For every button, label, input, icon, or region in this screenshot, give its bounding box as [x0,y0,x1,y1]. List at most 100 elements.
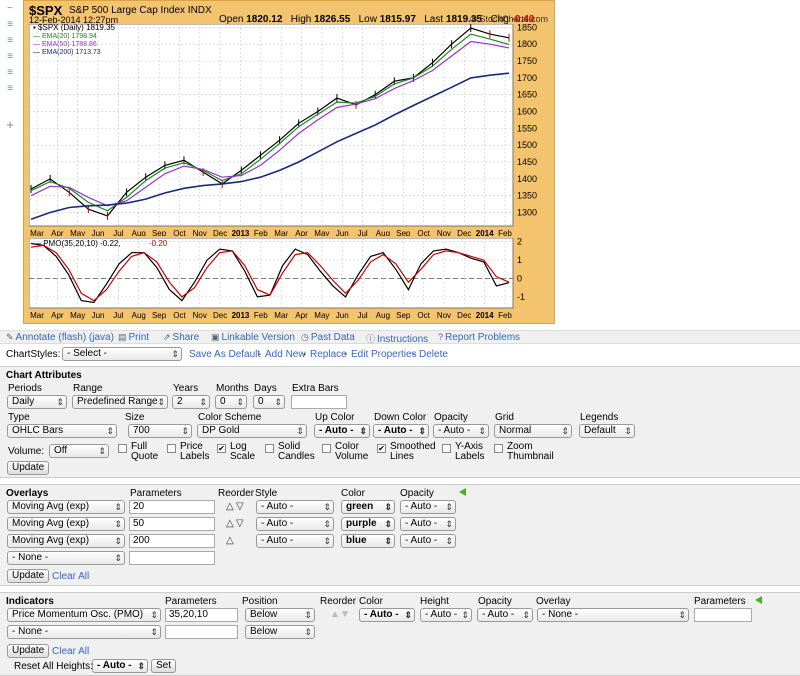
reset-heights-select[interactable]: - Auto - [92,659,148,673]
overlay-style-select[interactable]: - Auto - [256,500,334,514]
reorder-up-icon[interactable]: ▲ [330,609,340,620]
y-tick-label: 0 [517,274,522,284]
type-select[interactable]: OHLC Bars [7,424,117,438]
edit-properties-link[interactable]: Edit Properties [351,349,417,360]
indicator-params-input[interactable] [165,625,238,639]
list-icon[interactable]: ≡ [7,67,13,78]
overlay-style-select[interactable]: - Auto - [256,534,334,548]
attributes-update-button[interactable]: Update [7,461,50,475]
indicator-type-select[interactable]: - None - [7,625,161,639]
down-color-select[interactable]: - Auto - [373,424,429,438]
indicator-color-select[interactable]: - Auto - [359,608,415,622]
color-scheme-select[interactable]: DP Gold [197,424,307,438]
indicator-overlay-params-input[interactable] [694,608,752,622]
x-tick-label: Jun [92,229,105,236]
extra-bars-input[interactable] [291,395,347,409]
overlay-color-select[interactable]: blue [341,534,395,548]
color-volume-checkbox[interactable] [322,444,331,453]
print-link[interactable]: ▤ Print [118,332,150,343]
full-quote-checkbox[interactable] [118,444,127,453]
overlay-opacity-select[interactable]: - Auto - [400,500,456,514]
add-new-link[interactable]: Add New [265,349,306,360]
overlays-clear-all-link[interactable]: Clear All [52,571,90,582]
zoom-thumbnail-checkbox[interactable] [494,444,503,453]
overlay-params-input[interactable] [129,551,215,565]
x-tick-label: Nov [193,311,207,320]
years-select[interactable]: 2 [172,395,210,409]
overlay-type-select[interactable]: Moving Avg (exp) [7,500,125,514]
share-link[interactable]: ⇗ Share [163,332,200,343]
save-default-link[interactable]: Save As Default [189,349,261,360]
indicator-overlay-select[interactable]: - None - [537,608,689,622]
x-tick-label: Mar [30,311,44,320]
y-tick-label: 1300 [517,208,537,218]
solid-candles-checkbox[interactable] [265,444,274,453]
indicator-position-select[interactable]: Below [245,608,315,622]
collapse-icon[interactable] [755,596,762,604]
report-link[interactable]: ? Report Problems [438,332,521,343]
list-icon[interactable]: ≡ [7,35,13,46]
minus-icon[interactable]: − [7,3,13,14]
x-tick-label: Dec [213,229,227,236]
months-select[interactable]: 0 [215,395,247,409]
price-labels-checkbox[interactable] [167,444,176,453]
legend-entry: — EMA(20) 1798.94 [33,33,97,40]
list-icon[interactable]: ≡ [7,83,13,94]
x-tick-label: Sep [152,229,167,236]
indicator-position-select[interactable]: Below [245,625,315,639]
overlay-type-select[interactable]: Moving Avg (exp) [7,517,125,531]
indicator-height-select[interactable]: - Auto - [420,608,472,622]
smoothed-lines-checkbox[interactable]: ✔ [377,444,386,453]
list-icon[interactable]: ≡ [7,51,13,62]
indicator-params-input[interactable]: 35,20,10 [165,608,238,622]
x-tick-label: Sep [396,311,411,320]
indicator-type-select[interactable]: Price Momentum Osc. (PMO) [7,608,161,622]
overlays-update-button[interactable]: Update [7,569,50,583]
list-icon[interactable]: ≡ [7,19,13,30]
indicators-clear-all-link[interactable]: Clear All [52,646,90,657]
overlay-opacity-select[interactable]: - Auto - [400,517,456,531]
overlay-color-select[interactable]: purple [341,517,395,531]
indicator-opacity-select[interactable]: - Auto - [477,608,533,622]
range-select[interactable]: Predefined Range [72,395,168,409]
plot-area [29,238,514,309]
x-tick-label: Dec [213,311,227,320]
periods-select[interactable]: Daily [7,395,67,409]
overlay-color-select[interactable]: green [341,500,395,514]
instructions-link[interactable]: ⓘ Instructions [366,334,429,345]
overlay-type-select[interactable]: Moving Avg (exp) [7,534,125,548]
overlay-params-input[interactable]: 200 [129,534,215,548]
chartstyles-select[interactable]: - Select - [62,347,182,361]
set-button[interactable]: Set [151,659,177,673]
up-color-select[interactable]: - Auto - [314,424,370,438]
reorder-up-icon[interactable]: △ [226,535,234,546]
overlay-params-input[interactable]: 20 [129,500,215,514]
replace-link[interactable]: Replace [310,349,347,360]
overlay-type-select[interactable]: - None - [7,551,125,565]
chart-frame: $SPX S&P 500 Large Cap Index INDX 12-Feb… [23,0,555,324]
grid-select[interactable]: Normal [494,424,572,438]
reorder-down-icon[interactable]: ▽ [236,518,244,529]
opacity-select[interactable]: - Auto - [433,424,489,438]
volume-select[interactable]: Off [49,444,109,458]
x-tick-label: Aug [376,229,390,236]
overlay-opacity-select[interactable]: - Auto - [400,534,456,548]
indicators-update-button[interactable]: Update [7,644,50,658]
reorder-up-icon[interactable]: △ [226,518,234,529]
plus-icon[interactable]: + [6,117,14,132]
legends-select[interactable]: Default [579,424,635,438]
overlay-style-select[interactable]: - Auto - [256,517,334,531]
annotate-link[interactable]: ✎ Annotate (flash) (java) [6,332,114,343]
reorder-down-icon[interactable]: ▽ [236,501,244,512]
reorder-up-icon[interactable]: △ [226,501,234,512]
past-data-link[interactable]: ◷ Past Data [301,332,355,343]
log-scale-checkbox[interactable]: ✔ [217,444,226,453]
days-select[interactable]: 0 [253,395,285,409]
delete-link[interactable]: Delete [419,349,448,360]
size-select[interactable]: 700 [128,424,192,438]
overlay-params-input[interactable]: 50 [129,517,215,531]
y-axis-labels-checkbox[interactable] [442,444,451,453]
collapse-icon[interactable] [459,488,466,496]
reorder-down-icon[interactable]: ▼ [340,609,350,620]
linkable-link[interactable]: ▣ Linkable Version [211,332,295,343]
